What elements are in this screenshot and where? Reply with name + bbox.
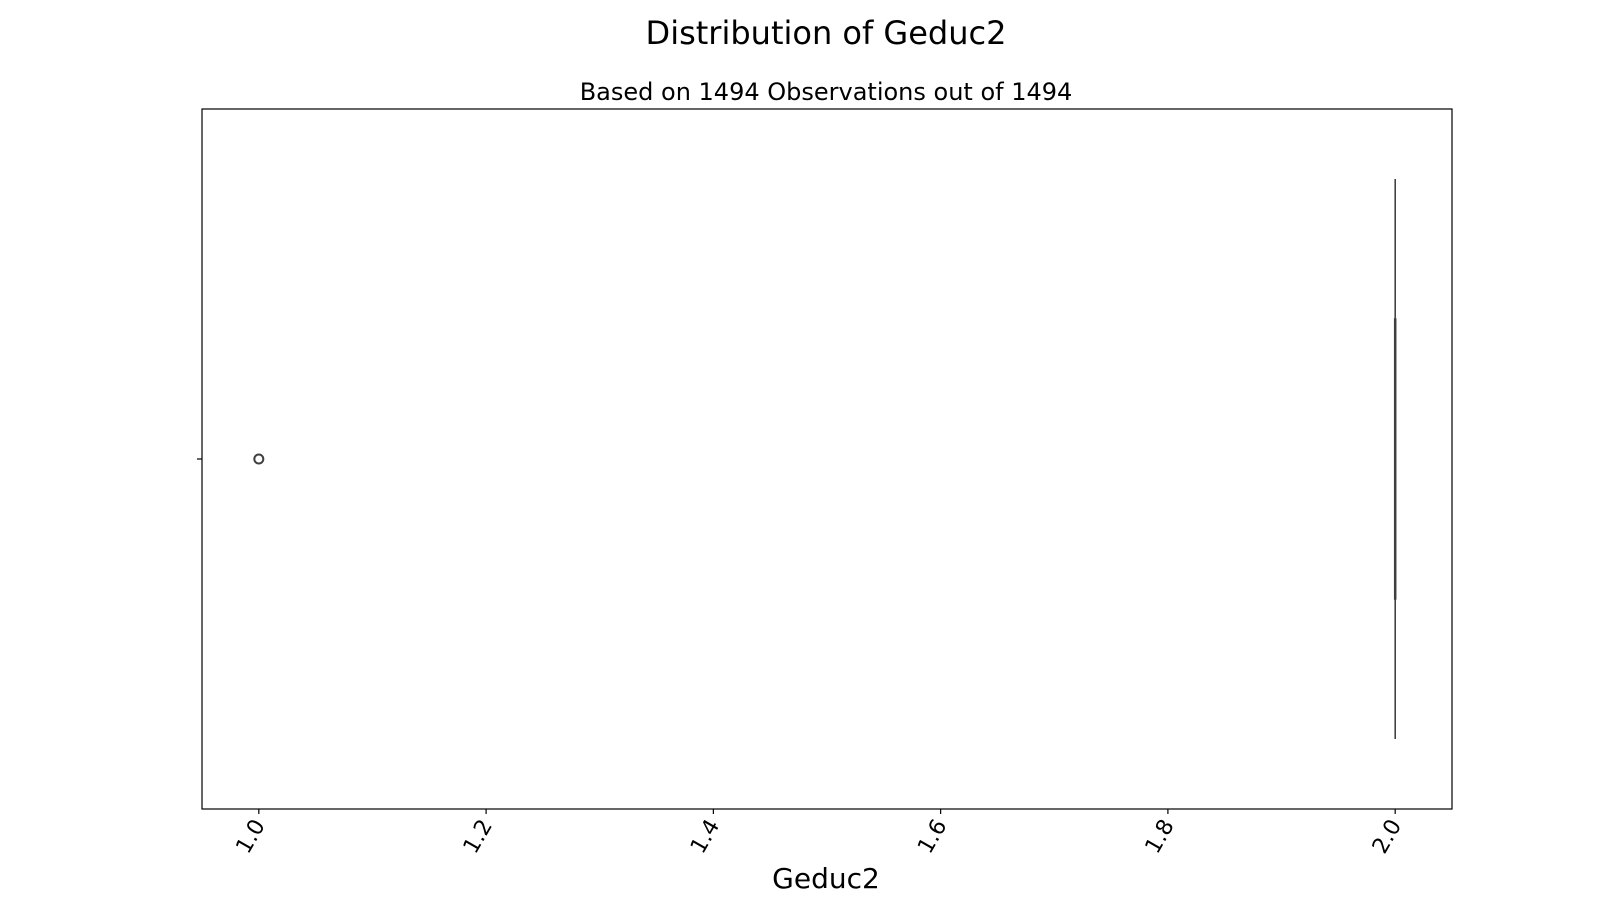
x-tick-label: 1.0	[232, 815, 271, 858]
x-tick-label: 1.6	[913, 815, 952, 858]
x-tick-label: 1.8	[1141, 815, 1180, 858]
x-axis-label: Geduc2	[772, 862, 880, 895]
x-tick-label: 1.4	[686, 815, 725, 858]
x-axis-ticks: 1.0 1.2 1.4 1.6 1.8 2.0	[232, 809, 1407, 858]
box-plot	[1393, 179, 1397, 739]
outliers	[253, 453, 265, 465]
outlier-point	[253, 453, 265, 465]
plot-frame	[201, 108, 1453, 810]
x-tick-label: 1.2	[459, 815, 498, 858]
chart-title: Distribution of Geduc2	[646, 14, 1007, 52]
x-tick-label: 2.0	[1368, 815, 1407, 858]
chart-subtitle: Based on 1494 Observations out of 1494	[580, 78, 1073, 106]
